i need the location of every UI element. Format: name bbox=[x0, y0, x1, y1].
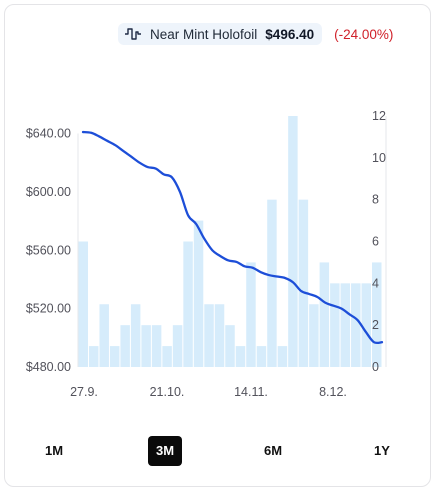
volume-bar bbox=[277, 346, 288, 367]
right-axis-tick-label: 8 bbox=[372, 193, 379, 207]
left-axis-tick-label: $560.00 bbox=[26, 243, 71, 257]
right-axis-tick-label: 2 bbox=[372, 318, 379, 332]
volume-bar bbox=[183, 241, 193, 367]
time-range-tabs: 1M 3M 6M 1Y bbox=[0, 436, 438, 468]
legend-price: $496.40 bbox=[265, 26, 315, 42]
price-volume-chart: $640.00 $600.00 $560.00 $520.00 $480.00 12 10… bbox=[26, 109, 387, 399]
price-chart-card bbox=[4, 4, 431, 487]
x-axis-tick-label: 8.12. bbox=[319, 385, 347, 399]
left-axis-tick-label: $600.00 bbox=[26, 185, 71, 199]
left-axis-tick-label: $520.00 bbox=[26, 302, 71, 316]
volume-bar bbox=[330, 283, 340, 367]
volume-bar bbox=[246, 262, 256, 367]
volume-bar bbox=[267, 199, 277, 367]
volume-bar bbox=[88, 346, 99, 367]
tab-1m[interactable]: 1M bbox=[44, 443, 64, 458]
chart-legend: Near Mint Holofoil $496.40 (-24.00%) bbox=[118, 22, 393, 46]
volume-bar bbox=[372, 262, 382, 367]
x-axis-tick-label: 14.11. bbox=[234, 385, 268, 399]
x-axis-tick-label: 27.9. bbox=[70, 385, 98, 399]
volume-bar bbox=[172, 325, 183, 367]
right-axis-tick-label: 12 bbox=[372, 109, 386, 123]
legend-series-name: Near Mint Holofoil bbox=[150, 26, 258, 42]
legend-item[interactable]: Near Mint Holofoil $496.40 bbox=[118, 23, 323, 45]
volume-bar bbox=[130, 304, 141, 367]
volume-bar bbox=[256, 346, 267, 367]
volume-bar bbox=[193, 220, 204, 367]
volume-bar bbox=[235, 346, 246, 367]
tab-6m[interactable]: 6M bbox=[263, 443, 283, 458]
right-axis-tick-label: 0 bbox=[372, 360, 379, 374]
volume-bar bbox=[151, 325, 162, 367]
volume-bar bbox=[298, 199, 309, 367]
volume-bar bbox=[309, 304, 319, 367]
volume-bar bbox=[141, 325, 151, 367]
right-axis-tick-label: 10 bbox=[372, 151, 386, 165]
tab-3m[interactable]: 3M bbox=[148, 436, 182, 466]
x-axis-tick-label: 21.10. bbox=[150, 385, 185, 399]
price-line bbox=[81, 130, 384, 345]
volume-bar bbox=[288, 116, 298, 367]
right-axis-tick-label: 6 bbox=[372, 235, 379, 249]
volume-bar bbox=[162, 346, 172, 367]
line-chart-icon bbox=[125, 28, 141, 40]
tab-1y[interactable]: 1Y bbox=[374, 443, 390, 458]
volume-bar bbox=[214, 304, 225, 367]
volume-bar bbox=[78, 241, 88, 367]
right-axis-tick-label: 4 bbox=[372, 276, 379, 290]
left-axis-tick-label: $640.00 bbox=[26, 127, 71, 141]
volume-bar bbox=[319, 262, 330, 367]
left-axis-tick-label: $480.00 bbox=[26, 360, 71, 374]
volume-bar bbox=[361, 283, 372, 367]
volume-bar bbox=[120, 325, 130, 367]
volume-bar bbox=[109, 346, 120, 367]
volume-bar bbox=[340, 283, 351, 367]
volume-bar bbox=[225, 325, 235, 367]
legend-change: (-24.00%) bbox=[334, 26, 394, 42]
volume-bar bbox=[204, 304, 214, 367]
volume-bar bbox=[351, 283, 361, 367]
volume-bar bbox=[99, 304, 109, 367]
